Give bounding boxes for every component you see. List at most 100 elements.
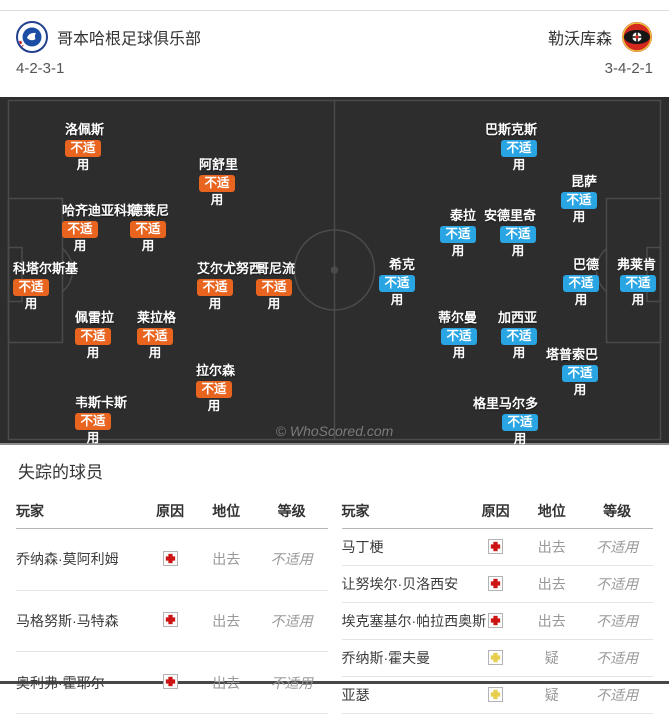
player-name[interactable]: 安德里奇 — [483, 208, 536, 223]
player-marker: 希克 不适用 — [379, 257, 415, 309]
match-header: 哥本哈根足球俱乐部 4-2-3-1 勒沃库森 3-4-2-1 — [0, 11, 669, 97]
away-team-name[interactable]: 勒沃库森 — [547, 31, 612, 48]
player-marker: 莱拉格 不适用 — [137, 310, 176, 362]
player-rating-badge: 不适用 — [196, 381, 232, 413]
player-marker: 哥尼流 不适用 — [256, 261, 295, 313]
player-name[interactable]: 格里马尔多 — [472, 396, 538, 411]
missing-player-name[interactable]: 奥利弗·霍耶尔 — [16, 651, 144, 714]
player-marker: 泰拉 不适用 — [440, 208, 476, 260]
player-rating-badge: 不适用 — [130, 221, 166, 253]
player-name[interactable]: 艾尔尤努西 — [197, 261, 263, 276]
player-marker: 哈齐迪亚科斯 不适用 — [62, 203, 140, 255]
column-header-status: 地位 — [522, 493, 582, 529]
table-header-row: 玩家 原因 地位 等级 — [341, 493, 653, 529]
status-value: 疑 — [522, 676, 582, 714]
player-name[interactable]: 德莱尼 — [130, 203, 170, 218]
player-name[interactable]: 拉尔森 — [196, 363, 236, 378]
player-marker: 蒂尔曼 不适用 — [438, 310, 477, 362]
player-name[interactable]: 塔普索巴 — [545, 347, 598, 362]
missing-player-name[interactable]: 埃克塞基尔·帕拉西奥斯 — [341, 602, 486, 640]
player-rating-badge: 不适用 — [620, 275, 656, 307]
missing-player-name[interactable]: 马格努斯·马特森 — [16, 590, 144, 653]
player-rating-badge: 不适用 — [501, 140, 537, 172]
status-value: 疑 — [522, 639, 582, 677]
player-name[interactable]: 巴斯克斯 — [484, 122, 537, 137]
player-name[interactable]: 阿舒里 — [199, 157, 239, 172]
missing-players-title: 失踪的球员 — [18, 463, 103, 482]
yellow-cross-icon — [488, 649, 504, 665]
player-marker: 艾尔尤努西 不适用 — [197, 261, 262, 313]
column-header-player: 玩家 — [341, 493, 470, 529]
player-rating-badge: 不适用 — [500, 226, 536, 258]
red-cross-icon — [162, 674, 178, 690]
player-name[interactable]: 弗莱肯 — [616, 257, 656, 272]
player-name[interactable]: 巴德 — [572, 257, 599, 272]
player-marker: 巴斯克斯不适用 — [485, 122, 537, 174]
missing-player-name[interactable]: 乔纳森·莫阿利姆 — [16, 528, 144, 591]
player-rating-badge: 不适用 — [199, 175, 235, 207]
player-name[interactable]: 哥尼流 — [256, 261, 296, 276]
missing-player-name[interactable]: 马丁梗 — [341, 528, 470, 566]
player-name[interactable]: 蒂尔曼 — [437, 310, 477, 325]
player-name[interactable]: 莱拉格 — [137, 310, 177, 325]
missing-player-row: 乔纳斯·霍夫曼 疑不适用 — [341, 639, 653, 677]
missing-player-row: 马丁梗 出去 不适用 — [341, 528, 653, 566]
missing-player-row: 马格努斯·马特森 出去 不适用 — [16, 590, 328, 653]
player-name[interactable]: 韦斯卡斯 — [75, 395, 128, 410]
missing-player-name[interactable]: 亚瑟 — [341, 676, 470, 714]
player-rating-badge: 不适用 — [501, 328, 537, 360]
pitch: 洛佩斯 不适用 阿舒里 不适用 哈齐迪亚科斯 不适用 德莱尼 不适用 科塔尔斯基 不适用 艾尔尤努西… — [0, 97, 669, 448]
rating-value: 不适用 — [581, 602, 653, 640]
player-name[interactable]: 泰拉 — [449, 208, 476, 223]
home-missing-table: 玩家 原因 地位 等级 乔纳森·莫阿利姆 出去 不适用 马格努斯·马特森 出去 不适用 奥利… — [16, 493, 328, 714]
red-cross-icon — [162, 550, 178, 566]
player-name[interactable]: 佩雷拉 — [75, 310, 115, 325]
player-rating-badge: 不适用 — [75, 328, 111, 360]
reason-cell — [469, 565, 523, 603]
missing-player-row: 乔纳森·莫阿利姆 出去 不适用 — [16, 528, 328, 591]
missing-player-name[interactable]: 乔纳斯·霍夫曼 — [341, 639, 470, 677]
top-divider — [0, 0, 669, 11]
player-rating-badge: 不适用 — [562, 365, 598, 397]
away-team-logo-icon — [621, 21, 653, 53]
home-team-header: 哥本哈根足球俱乐部 4-2-3-1 — [16, 21, 201, 77]
column-header-status: 地位 — [196, 493, 256, 529]
home-team-name[interactable]: 哥本哈根足球俱乐部 — [57, 31, 202, 48]
player-name[interactable]: 加西亚 — [497, 310, 537, 325]
missing-player-row: 让努埃尔·贝洛西安 出去 不适用 — [341, 565, 653, 603]
rating-value: 不适用 — [255, 528, 328, 591]
column-header-player: 玩家 — [16, 493, 144, 529]
missing-player-name[interactable]: 让努埃尔·贝洛西安 — [341, 565, 470, 603]
player-marker: 塔普索巴不适用 — [546, 347, 598, 399]
player-name[interactable]: 科塔尔斯基 — [13, 261, 79, 276]
status-value: 出去 — [522, 565, 582, 603]
player-marker: 巴德 不适用 — [563, 257, 599, 309]
player-name[interactable]: 洛佩斯 — [65, 122, 105, 137]
player-rating-badge: 不适用 — [197, 279, 233, 311]
player-marker: 韦斯卡斯 不适用 — [75, 395, 127, 447]
pitch-markings — [7, 99, 662, 441]
reason-cell — [469, 639, 523, 677]
away-team-header: 勒沃库森 3-4-2-1 — [548, 21, 653, 77]
watermark: © WhoScored.com — [275, 423, 394, 439]
home-team-logo-icon — [16, 21, 48, 53]
reason-cell — [469, 676, 523, 714]
red-cross-icon — [488, 612, 504, 628]
player-marker: 昆萨不适用 — [561, 174, 597, 226]
player-rating-badge: 不适用 — [13, 279, 49, 311]
player-rating-badge: 不适用 — [561, 192, 597, 224]
player-name[interactable]: 哈齐迪亚科斯 — [62, 203, 141, 218]
missing-player-row: 亚瑟 疑不适用 — [341, 676, 653, 714]
player-name[interactable]: 希克 — [388, 257, 415, 272]
player-name[interactable]: 昆萨 — [570, 174, 597, 189]
player-rating-badge: 不适用 — [65, 140, 101, 172]
player-marker: 安德里奇不适用 — [484, 208, 536, 260]
player-marker: 格里马尔多 不适用 — [473, 396, 538, 448]
reason-cell — [143, 528, 197, 591]
column-header-reason: 原因 — [143, 493, 197, 529]
reason-cell — [469, 602, 523, 640]
player-marker: 拉尔森 不适用 — [196, 363, 235, 415]
player-marker: 佩雷拉 不适用 — [75, 310, 114, 362]
player-rating-badge: 不适用 — [441, 328, 477, 360]
